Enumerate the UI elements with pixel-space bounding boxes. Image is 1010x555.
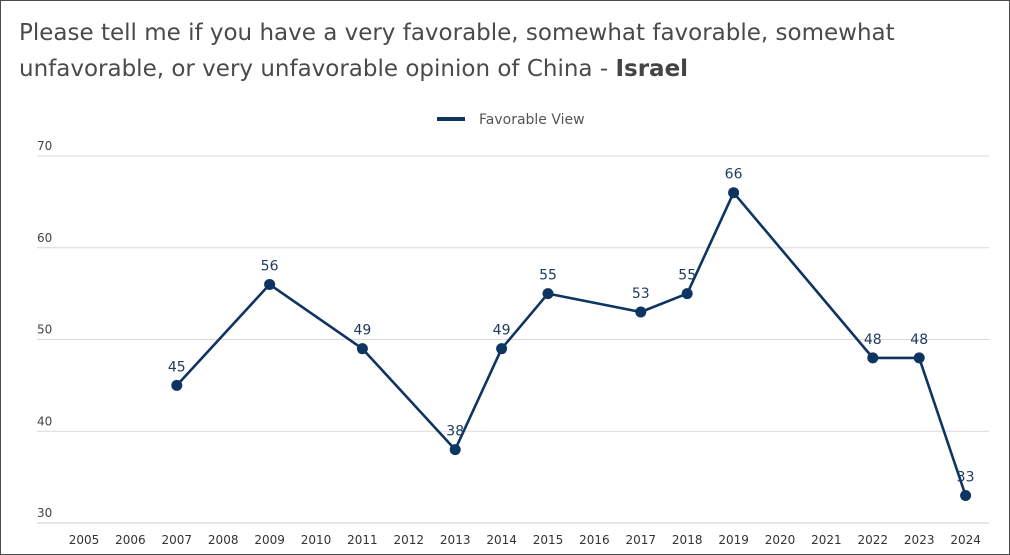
x-tick-label: 2022 (858, 533, 889, 547)
x-tick-label: 2016 (579, 533, 610, 547)
data-point[interactable] (681, 288, 693, 300)
x-tick-label: 2009 (254, 533, 285, 547)
x-tick-label: 2011 (347, 533, 378, 547)
data-label: 33 (957, 469, 975, 485)
series-favorable-view: 45 56 49 38 49 55 53 55 66 48 48 33 (168, 167, 975, 501)
data-point[interactable] (356, 343, 368, 355)
y-tick-label: 30 (37, 506, 52, 520)
x-tick-label: 2012 (394, 533, 425, 547)
data-point[interactable] (171, 379, 183, 391)
x-tick-label: 2013 (440, 533, 471, 547)
data-point[interactable] (867, 352, 879, 364)
x-tick-label: 2010 (301, 533, 332, 547)
x-tick-label: 2005 (69, 533, 100, 547)
x-axis-ticks: 2005 2006 2007 2008 2009 2010 2011 2012 2013 2014… (69, 533, 981, 547)
data-point[interactable] (449, 444, 461, 456)
chart-title: Please tell me if you have a very favora… (19, 15, 979, 87)
data-point[interactable] (496, 343, 508, 355)
data-label: 55 (678, 268, 696, 284)
x-tick-label: 2020 (765, 533, 796, 547)
data-point[interactable] (913, 352, 925, 364)
series-line (175, 191, 967, 496)
x-tick-label: 2021 (811, 533, 842, 547)
data-point[interactable] (960, 489, 972, 501)
chart-title-country: Israel (615, 56, 689, 82)
y-tick-label: 70 (37, 139, 52, 153)
data-label: 49 (493, 323, 511, 339)
gridlines (37, 155, 989, 524)
x-tick-label: 2024 (950, 533, 981, 547)
data-label: 48 (864, 332, 882, 348)
data-point[interactable] (635, 306, 647, 318)
data-label: 66 (725, 167, 743, 183)
data-point[interactable] (542, 288, 554, 300)
x-tick-label: 2015 (533, 533, 564, 547)
chart-title-text: Please tell me if you have a very favora… (19, 20, 895, 82)
data-label: 56 (261, 258, 279, 274)
y-tick-label: 40 (37, 414, 52, 428)
data-point[interactable] (728, 187, 740, 199)
legend[interactable]: Favorable View (437, 112, 585, 128)
x-tick-label: 2023 (904, 533, 935, 547)
data-label: 53 (632, 286, 650, 302)
x-tick-label: 2019 (718, 533, 749, 547)
data-label: 49 (353, 323, 371, 339)
legend-label: Favorable View (479, 112, 585, 128)
data-label: 48 (910, 332, 928, 348)
x-tick-label: 2018 (672, 533, 703, 547)
y-axis-ticks: 30 40 50 60 70 (37, 139, 52, 520)
data-label: 38 (446, 424, 464, 440)
x-tick-label: 2014 (486, 533, 517, 547)
x-tick-label: 2006 (115, 533, 146, 547)
y-tick-label: 50 (37, 323, 52, 337)
data-point[interactable] (264, 278, 276, 290)
data-label: 45 (168, 359, 186, 375)
y-tick-label: 60 (37, 231, 52, 245)
x-tick-label: 2008 (208, 533, 239, 547)
x-tick-label: 2007 (162, 533, 193, 547)
x-tick-label: 2017 (626, 533, 657, 547)
data-label: 55 (539, 268, 557, 284)
